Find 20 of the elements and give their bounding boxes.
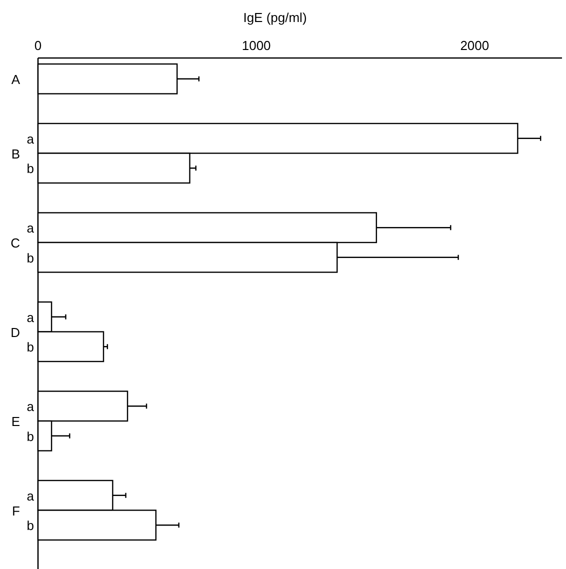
x-tick-label: 1000 <box>242 38 271 53</box>
text: F <box>12 503 20 518</box>
text: E <box>11 414 20 429</box>
y-tick-label: b <box>26 250 34 266</box>
y-tick-label: A <box>11 72 20 87</box>
y-tick-label: a <box>26 310 35 325</box>
text: D <box>10 324 20 340</box>
text: C <box>10 236 20 250</box>
y-tick-label: a <box>26 131 35 146</box>
y-tick-label: b <box>26 518 34 534</box>
x-tick-label: 0 <box>34 38 42 53</box>
y-tick-label: b <box>26 340 34 355</box>
y-tick-label: b <box>26 428 34 444</box>
y-tick-label: a <box>26 220 35 236</box>
y-tick-label: a <box>26 399 35 414</box>
y-tick-label: a <box>26 488 35 504</box>
x-tick-label: 2000 <box>460 38 490 53</box>
x-axis-title: IgE (pg/ml) <box>243 10 307 25</box>
text: B <box>11 146 20 162</box>
y-tick-label: b <box>26 161 34 176</box>
